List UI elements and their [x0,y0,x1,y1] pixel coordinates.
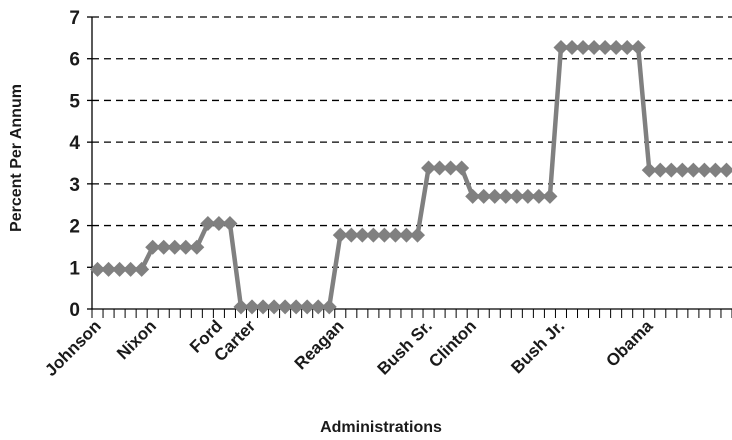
data-point [145,239,161,255]
data-point [597,39,613,55]
data-point [244,299,260,315]
y-tick-label: 6 [69,50,80,71]
data-point [608,39,624,55]
x-tick-label: Bush Sr. [374,316,436,378]
data-point [299,299,315,315]
data-point [277,299,293,315]
data-point [123,261,139,277]
data-point [90,261,106,277]
data-point [652,162,668,178]
data-series [90,39,732,315]
data-point [531,188,547,204]
data-point [134,261,150,277]
data-point [343,227,359,243]
data-point [288,299,304,315]
data-point [233,299,249,315]
y-axis-title: Percent Per Annum [8,84,25,232]
y-tick-label: 3 [69,175,80,196]
data-point [674,162,690,178]
data-point [222,215,238,231]
data-point [321,299,337,315]
data-point [167,239,183,255]
series-line [97,45,727,310]
data-point [520,188,536,204]
data-point [663,162,679,178]
data-point [619,39,635,55]
data-point [509,188,525,204]
data-point [376,227,392,243]
data-point [387,227,403,243]
y-tick-label: 7 [69,8,80,29]
data-point [586,39,602,55]
x-tick-label: Obama [602,316,657,371]
data-point [178,239,194,255]
data-point [707,162,723,178]
x-tick-label: Johnson [41,316,105,380]
data-point [156,239,172,255]
data-point [211,215,227,231]
data-point [266,299,282,315]
data-point [354,227,370,243]
gridlines [92,16,732,268]
axes [87,16,732,318]
y-tick-labels: 0 1 2 3 4 5 6 7 [69,8,80,321]
data-point [432,160,448,176]
data-point [630,39,646,55]
data-point [465,188,481,204]
x-tick-label: Clinton [425,316,480,371]
data-point [685,162,701,178]
data-point [553,39,569,55]
data-point [641,162,657,178]
y-tick-label: 0 [69,300,80,321]
data-point [575,39,591,55]
data-point [365,227,381,243]
data-point [443,160,459,176]
data-point [398,227,414,243]
x-axis-title: Administrations [320,419,442,436]
data-point [564,39,580,55]
y-tick-label: 4 [69,133,80,154]
y-tick-label: 5 [69,91,80,112]
data-point [255,299,271,315]
data-point [498,188,514,204]
data-point [487,188,503,204]
data-point [200,215,216,231]
data-point [332,227,348,243]
data-point [101,261,117,277]
x-tick-label: Reagan [291,316,348,373]
x-tick-label: Nixon [113,316,160,363]
data-point [476,188,492,204]
data-point [310,299,326,315]
data-point [542,188,558,204]
data-point [421,160,437,176]
data-point [112,261,128,277]
y-tick-label: 1 [69,258,80,279]
x-tick-label: Bush Jr. [507,316,568,377]
data-point [696,162,712,178]
data-point [718,162,732,178]
data-point [454,160,470,176]
data-point [410,227,426,243]
data-point [189,239,205,255]
y-tick-label: 2 [69,217,80,238]
